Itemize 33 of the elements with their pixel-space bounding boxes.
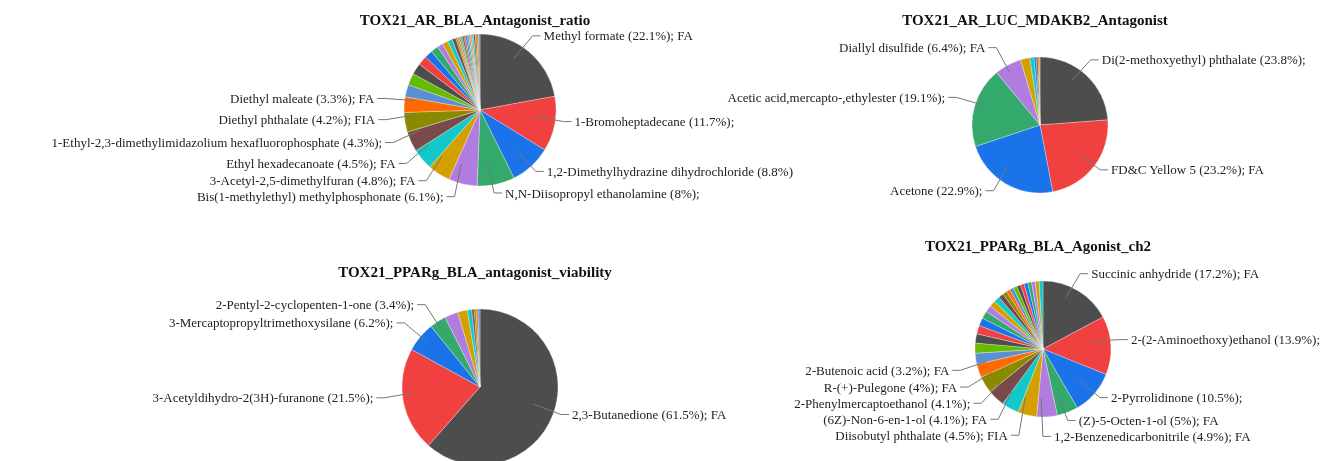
slice-label: 2-Phenylmercaptoethanol (4.1%); — [794, 395, 971, 411]
slice-label: Di(2-methoxyethyl) phthalate (23.8%); — [1101, 52, 1306, 68]
slice-label: Acetone (22.9%); — [890, 183, 983, 199]
slice-label: 2-Pentyl-2-cyclopenten-1-one (3.4%); — [215, 297, 415, 313]
slice-label: 1-Ethyl-2,3-dimethylimidazolium hexafluorophosphate (4.3%); — [51, 135, 383, 151]
slice-label: Bis(1-methylethyl) methylphosphonate (6.1%); — [196, 189, 444, 205]
slice-label: 2-Pyrrolidinone (10.5%); — [1111, 390, 1243, 406]
slice-label: N,N-Diisopropyl ethanolamine (8%); — [505, 185, 700, 201]
chart-title: TOX21_AR_LUC_MDAKB2_Antagonist — [901, 12, 1169, 29]
slice-label: 3-Acetyl-2,5-dimethylfuran (4.8%); FA — [209, 173, 416, 189]
slice-label: R-(+)-Pulegone (4%); FA — [823, 379, 958, 395]
slice-label: Diethyl phthalate (4.2%); FIA — [218, 112, 376, 128]
chart-title: TOX21_PPARg_BLA_Agonist_ch2 — [923, 238, 1153, 255]
slice-label: Ethyl hexadecanoate (4.5%); FA — [226, 156, 397, 171]
slice-label: (Z)-5-Octen-1-ol (5%); FA — [1078, 412, 1220, 428]
chart-title: TOX21_PPARg_BLA_antagonist_viability — [337, 264, 613, 281]
slice-label: 1-Bromoheptadecane (11.7%); — [574, 114, 735, 130]
slice-label: 2-(2-Aminoethoxy)ethanol (13.9%); — [1130, 332, 1321, 348]
slice-label: FD&C Yellow 5 (23.2%); FA — [1111, 162, 1265, 178]
slice-label: 1,2-Benzenedicarbonitrile (4.9%); FA — [1053, 428, 1252, 444]
slice-label: 1,2-Dimethylhydrazine dihydrochloride (8.8%) — [546, 163, 793, 179]
slice-label: (6Z)-Non-6-en-1-ol (4.1%); FA — [823, 411, 988, 427]
slice-label: Diallyl disulfide (6.4%); FA — [839, 40, 987, 56]
slice-label: Succinic anhydride (17.2%); FA — [1091, 266, 1260, 282]
slice-label: 2-Butenoic acid (3.2%); FA — [805, 362, 950, 378]
slice-label: Methyl formate (22.1%); FA — [543, 28, 694, 44]
slice-label: Acetic acid,mercapto-,ethylester (19.1%); — [727, 89, 946, 105]
chart-title: TOX21_AR_BLA_Antagonist_ratio — [358, 12, 592, 29]
slice-label: 3-Acetyldihydro-2(3H)-furanone (21.5%); — [152, 390, 374, 406]
slice-label: Diisobutyl phthalate (4.5%); FIA — [835, 427, 1009, 443]
slice-label: Diethyl maleate (3.3%); FA — [230, 91, 375, 107]
slice-label: 2,3-Butanedione (61.5%); FA — [572, 407, 727, 423]
slice-label: 3-Mercaptopropyltrimethoxysilane (6.2%); — [168, 315, 394, 331]
